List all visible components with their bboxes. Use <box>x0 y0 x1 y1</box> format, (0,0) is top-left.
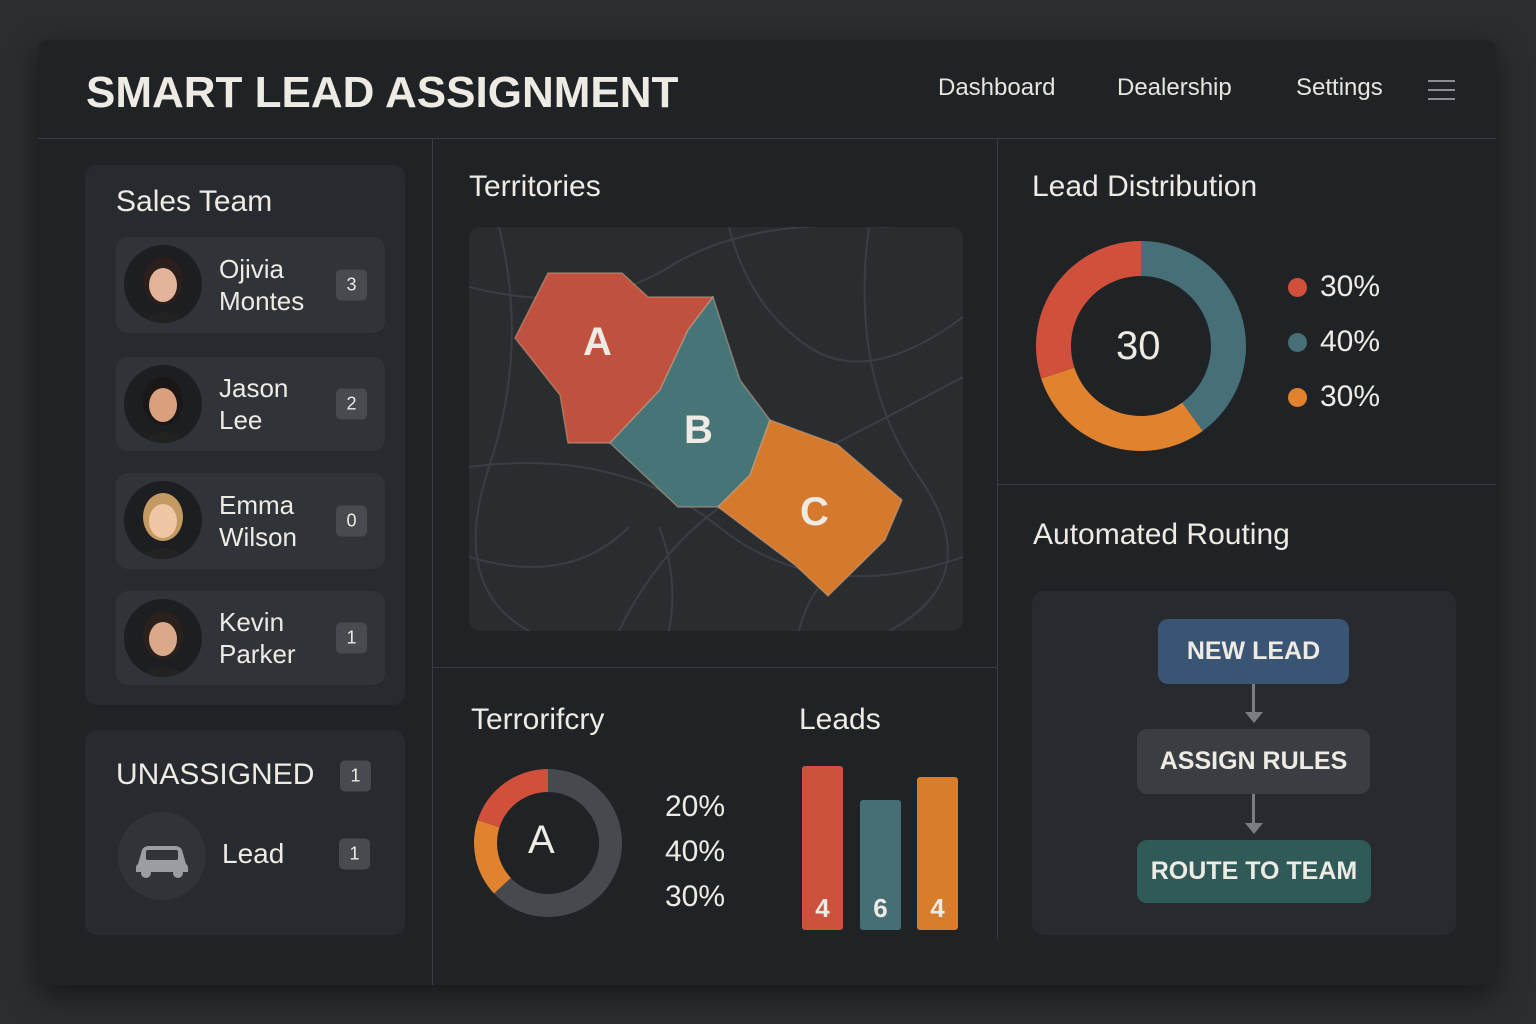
legend-dot-red <box>1288 278 1307 297</box>
sales-member-row[interactable]: Emma Wilson 0 <box>116 473 385 569</box>
leads-bar-1: 4 <box>802 766 843 930</box>
avatar <box>124 599 202 677</box>
sales-member-row[interactable]: Ojivia Montes 3 <box>116 237 385 333</box>
lead-count-badge: 1 <box>336 622 367 654</box>
avatar <box>124 365 202 443</box>
leads-bar-2: 6 <box>860 800 901 930</box>
arrow-down-icon <box>1245 712 1263 723</box>
route-to-team-step[interactable]: ROUTE TO TEAM <box>1137 840 1371 903</box>
territory-pct-3: 30% <box>665 880 726 913</box>
new-lead-step[interactable]: NEW LEAD <box>1158 619 1349 684</box>
member-name: Jason Lee <box>219 373 289 435</box>
member-name: Emma Wilson <box>219 490 298 552</box>
lead-count-badge: 0 <box>336 505 367 537</box>
territory-pct-1: 20% <box>665 790 726 823</box>
legend-dot-teal <box>1288 333 1307 352</box>
car-icon <box>118 812 206 900</box>
lead-count-badge: 1 <box>339 838 370 870</box>
leads-bar-3: 4 <box>917 777 958 930</box>
lead-distribution-slice-3 <box>1036 241 1141 379</box>
territory-pct-2: 40% <box>665 835 726 868</box>
territory-c <box>716 419 903 598</box>
avatar <box>124 245 202 323</box>
lead-count-badge: 2 <box>336 388 367 420</box>
bar-label: 4 <box>930 893 945 923</box>
arrow-down-icon <box>1245 823 1263 834</box>
unassigned-lead-label[interactable]: Lead <box>222 838 285 869</box>
territory-donut-chart <box>474 769 622 917</box>
nav-dealership[interactable]: Dealership <box>1117 74 1232 101</box>
nav-dashboard[interactable]: Dashboard <box>938 74 1056 101</box>
territories-title: Territories <box>469 170 601 203</box>
legend-label-3: 30% <box>1320 380 1381 413</box>
bar-label: 6 <box>873 893 888 923</box>
member-name: Ojivia Montes <box>219 254 305 316</box>
sales-member-row[interactable]: Kevin Parker 1 <box>116 591 385 685</box>
sales-team-title: Sales Team <box>116 185 273 218</box>
territory-slice-2 <box>474 820 511 894</box>
header-divider <box>38 138 1496 139</box>
lead-distribution-slice-2 <box>1041 367 1203 451</box>
app-title: SMART LEAD ASSIGNMENT <box>86 68 679 117</box>
lead-distribution-donut <box>1036 241 1246 451</box>
territory-donut-center: A <box>528 818 555 862</box>
unassigned-title: UNASSIGNED <box>116 758 315 791</box>
section-divider <box>998 484 1496 485</box>
territory-map[interactable] <box>469 227 963 631</box>
lead-count-badge: 3 <box>336 269 367 301</box>
lead-distribution-center: 30 <box>1116 324 1161 368</box>
lead-distribution-title: Lead Distribution <box>1032 170 1258 203</box>
legend-label-1: 30% <box>1320 270 1381 303</box>
territory-c-label: C <box>800 490 829 534</box>
lead-distribution-slice-1 <box>1141 241 1246 431</box>
territory-a-label: A <box>583 320 612 364</box>
legend-dot-orange <box>1288 388 1307 407</box>
territory-chart-title: Terrorifcry <box>471 703 605 736</box>
legend-label-2: 40% <box>1320 325 1381 358</box>
territory-b <box>608 295 771 508</box>
section-divider <box>433 667 997 668</box>
territory-b-label: B <box>684 408 713 452</box>
sales-member-row[interactable]: Jason Lee 2 <box>116 357 385 451</box>
nav-settings[interactable]: Settings <box>1296 74 1383 101</box>
arrow-line <box>1252 794 1255 824</box>
column-divider <box>432 139 433 985</box>
routing-title: Automated Routing <box>1033 518 1290 551</box>
assign-rules-step[interactable]: ASSIGN RULES <box>1137 729 1370 794</box>
territory-slice-3 <box>477 769 548 828</box>
leads-title: Leads <box>799 703 881 736</box>
unassigned-count-badge: 1 <box>340 760 371 792</box>
bar-label: 4 <box>815 893 830 923</box>
avatar <box>124 481 202 559</box>
member-name: Kevin Parker <box>219 607 296 669</box>
territory-slice-1 <box>494 769 622 917</box>
column-divider <box>997 139 998 939</box>
arrow-line <box>1252 684 1255 714</box>
hamburger-icon[interactable] <box>1428 80 1455 100</box>
